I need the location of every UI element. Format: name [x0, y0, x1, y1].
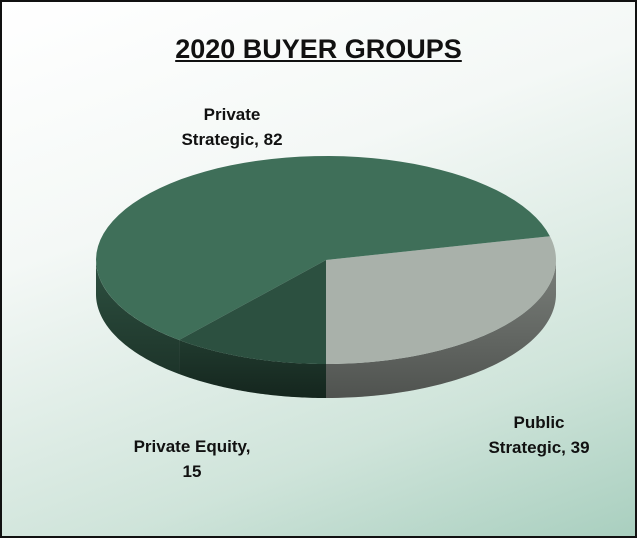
slice	[326, 236, 556, 364]
slice	[96, 156, 550, 341]
slice-side-shade	[326, 260, 556, 398]
slice-side-shade	[179, 340, 326, 398]
chart-title: 2020 BUYER GROUPS	[175, 34, 462, 64]
data-label: Private Strategic, 82	[181, 105, 283, 149]
data-label: Private Equity, 15	[133, 437, 251, 481]
slice	[179, 260, 326, 364]
data-label: Public Strategic, 39	[488, 413, 590, 457]
slice-side-shade	[96, 260, 180, 375]
